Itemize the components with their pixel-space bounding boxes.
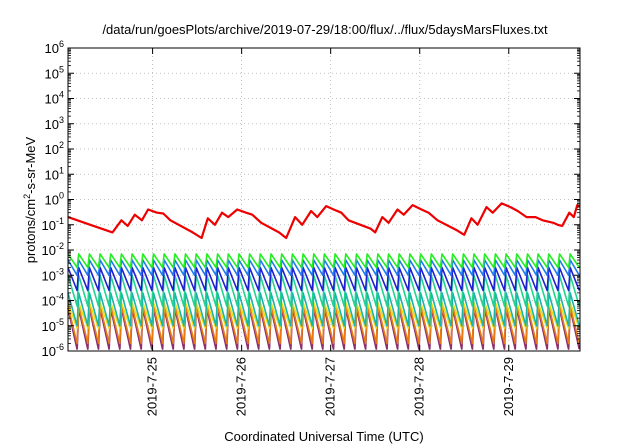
x-tick-label: 2019-7-25 [145,357,160,416]
y-tick-label: 100 [45,191,64,208]
y-tick-label: 10-1 [42,216,64,233]
series-line-navy [67,266,581,292]
y-tick-label: 10-2 [42,241,64,258]
chart-title: /data/run/goesPlots/archive/2019-07-29/1… [102,22,548,37]
x-tick-label: 2019-7-26 [234,357,249,416]
y-axis: 10-6 10-5 10-4 10-3 10-2 10-1 100 101 102 103 104 1… [42,39,580,359]
y-tick-label: 101 [45,165,64,182]
x-tick-label: 2019-7-28 [412,357,427,416]
y-tick-label: 106 [45,39,64,56]
x-axis-label: Coordinated Universal Time (UTC) [224,429,423,444]
y-tick-label: 10-3 [42,266,64,283]
series-line-red [67,202,581,240]
y-tick-label: 102 [45,140,64,157]
y-axis-label: protons/cm2-s-sr-MeV [22,136,38,263]
y-tick-label: 105 [45,64,64,81]
y-tick-label: 10-5 [42,317,64,334]
y-tick-label: 103 [45,115,64,132]
x-tick-label: 2019-7-27 [323,357,338,416]
y-tick-label: 104 [45,90,64,107]
x-axis: 2019-7-25 2019-7-26 2019-7-27 2019-7-28 2019… [145,48,516,416]
plot-area [67,202,581,350]
x-tick-label: 2019-7-29 [501,357,516,416]
y-tick-label: 10-4 [42,292,64,309]
series-line-teal [67,292,581,327]
y-tick-label: 10-6 [42,342,64,359]
series-line-green [67,253,580,269]
